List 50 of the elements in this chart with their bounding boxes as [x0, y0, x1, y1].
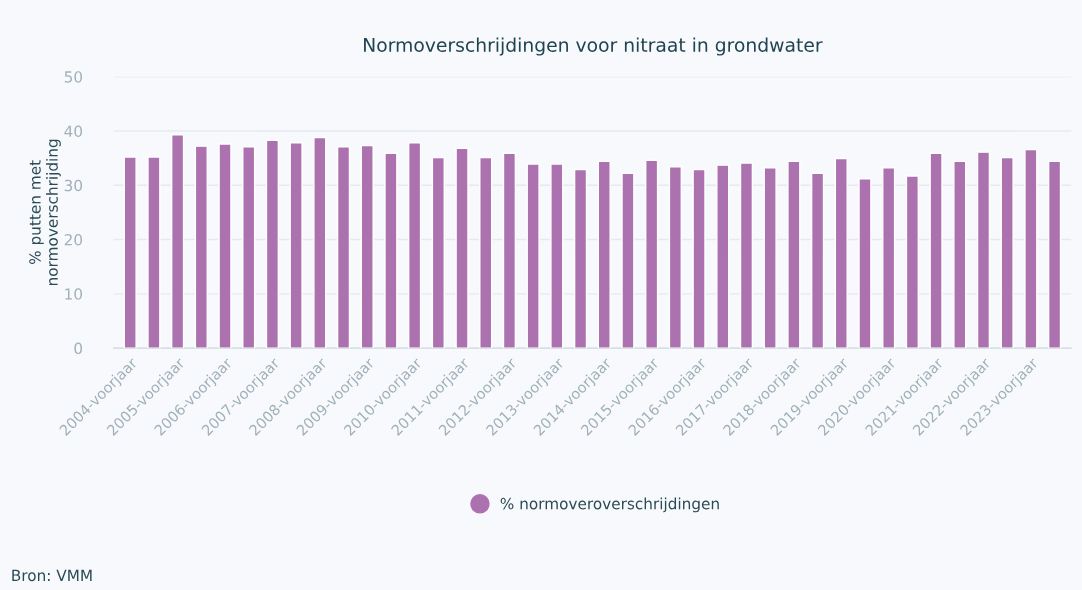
- bar: [479, 156, 493, 349]
- bar: [882, 167, 896, 349]
- y-axis-title: % putten met normoverschrijding: [29, 139, 61, 286]
- bar: [739, 162, 754, 349]
- bar: [1024, 148, 1038, 349]
- y-tick-label: 10: [65, 288, 83, 300]
- bar: [953, 160, 967, 349]
- bar: [313, 136, 327, 349]
- bar: [787, 160, 801, 349]
- y-tick-label: 30: [64, 179, 83, 192]
- bar: [976, 151, 991, 349]
- bar: [502, 152, 517, 349]
- bar: [265, 139, 280, 349]
- bar: [621, 172, 635, 349]
- bar: [384, 152, 398, 349]
- bar: [218, 143, 232, 349]
- y-tick-label: 0: [74, 342, 83, 355]
- bar: [810, 172, 825, 349]
- y-tick-label: 50: [64, 71, 83, 83]
- bar: [929, 152, 943, 349]
- bar: [1000, 156, 1014, 349]
- text: Bron: VMM: [12, 569, 92, 582]
- bar: [170, 134, 185, 349]
- bar: [905, 175, 919, 349]
- bar: [242, 146, 256, 349]
- bar: [455, 147, 469, 349]
- bar: [123, 156, 137, 349]
- legend-label: % normoveroverschrijdingen: [500, 497, 719, 513]
- bar: [645, 159, 659, 349]
- bar: [1047, 160, 1062, 349]
- bar: [550, 163, 564, 349]
- bar: [194, 145, 208, 349]
- bar: [858, 178, 872, 349]
- bar: [408, 142, 422, 349]
- bar: [692, 168, 706, 349]
- bar: [431, 156, 445, 349]
- y-tick-label: 40: [64, 125, 83, 137]
- bar: [336, 146, 351, 349]
- bar: [763, 167, 777, 349]
- bar: [668, 166, 682, 349]
- bar: [289, 142, 303, 349]
- bar: [147, 156, 161, 349]
- y-tick-label: 20: [64, 234, 83, 246]
- bar: [360, 144, 374, 349]
- bar: [716, 164, 730, 349]
- bar: [526, 163, 540, 349]
- bar: [597, 160, 611, 349]
- chart-title: Normoverschrijdingen voor nitraat in grondwater: [364, 37, 823, 56]
- bar: [834, 157, 848, 349]
- bar: [573, 168, 588, 349]
